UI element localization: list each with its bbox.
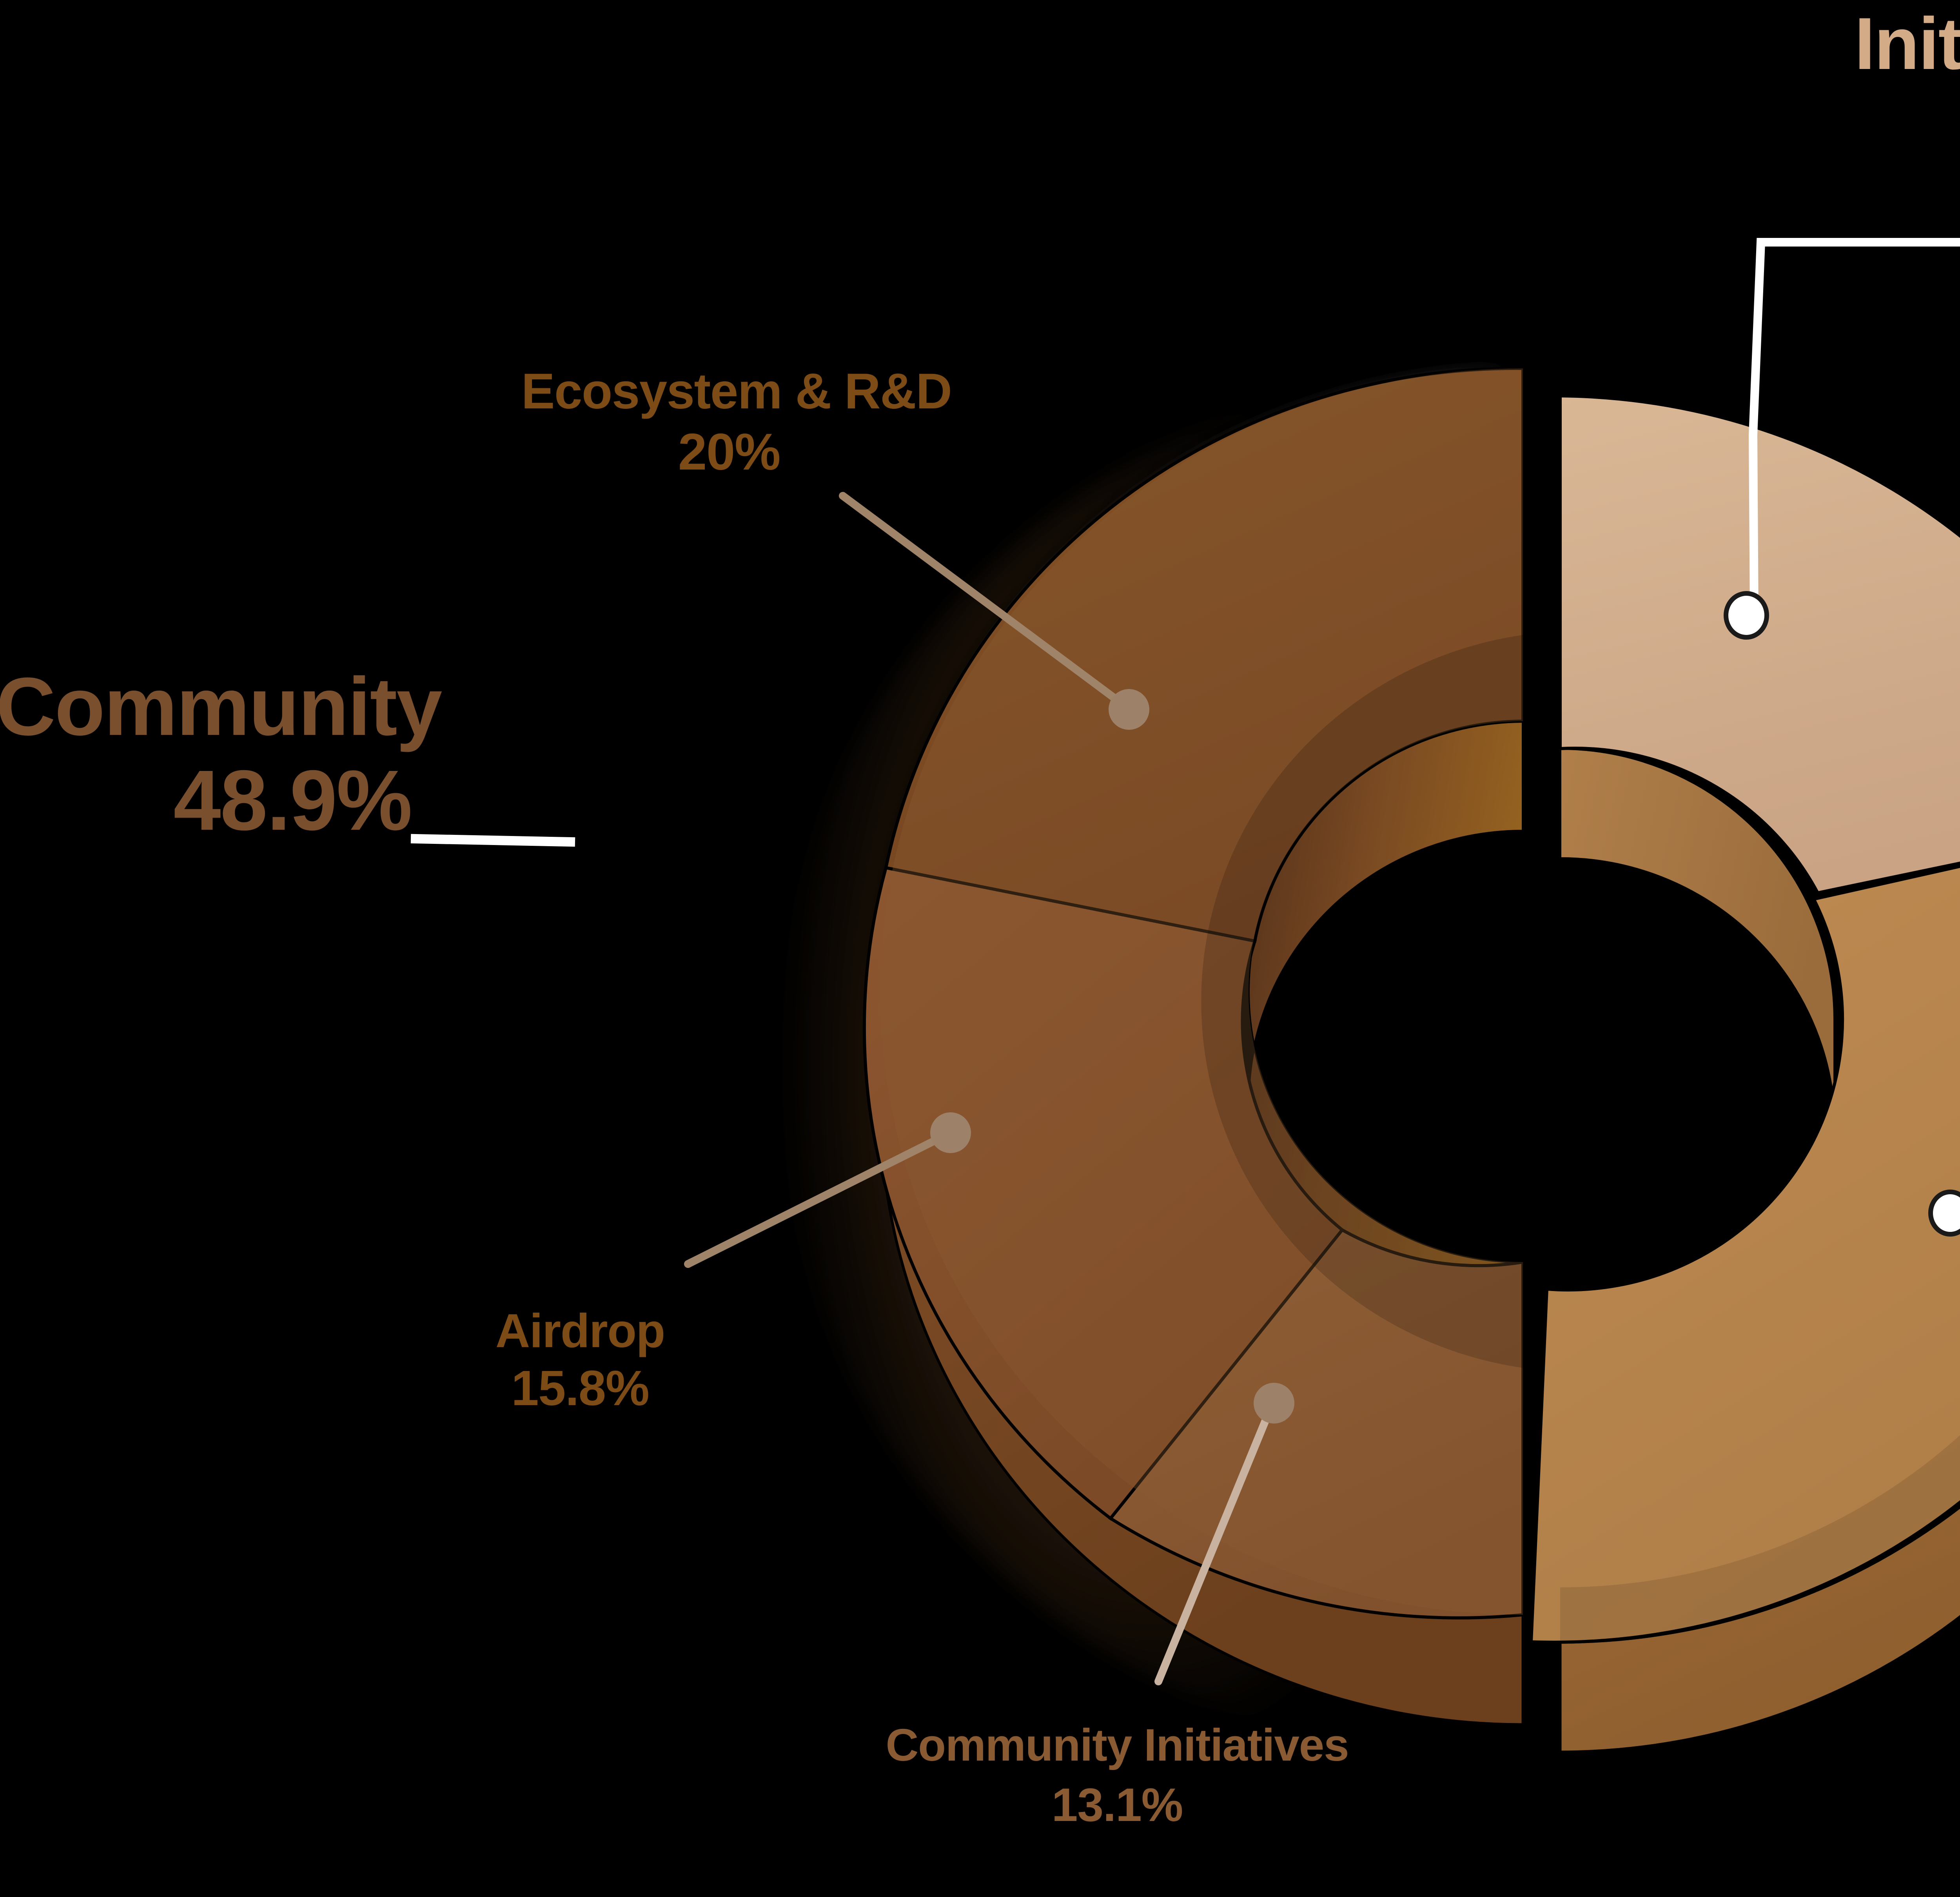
community-inner-shading xyxy=(1201,635,1523,1368)
investors-shading xyxy=(1560,1435,1960,1642)
label-name-ecosystem-rnd: Ecosystem & R&D xyxy=(521,363,952,419)
label-initial-core-contributors: Initial Core Contributors 16.8% xyxy=(1855,4,1960,170)
community-overlay-sheen xyxy=(880,368,1523,1615)
slice-ecosystem-rnd[interactable] xyxy=(884,366,1524,943)
label-name-airdrop: Airdrop xyxy=(495,1304,665,1357)
label-pct-community-initiatives: 13.1% xyxy=(1051,1779,1183,1832)
label-airdrop: Airdrop 15.8% xyxy=(443,1305,717,1415)
donut-right-group xyxy=(1529,394,1960,1754)
marker-dot-community-initiatives xyxy=(1254,1383,1294,1424)
marker-dot-ecosystem-rnd xyxy=(1109,689,1149,730)
label-community-initiatives: Community Initiatives 13.1% xyxy=(776,1719,1458,1832)
leader-line-airdrop xyxy=(684,1135,943,1268)
label-ecosystem-rnd: Ecosystem & R&D 20% xyxy=(521,363,952,481)
label-pct-airdrop: 15.8% xyxy=(511,1360,649,1416)
slice-investors[interactable] xyxy=(1529,821,1960,1644)
slice-airdrop[interactable] xyxy=(862,866,1345,1521)
leader-line-community xyxy=(410,834,575,847)
leader-line-ecosystem-rnd xyxy=(839,492,1123,705)
community-drop-shadow xyxy=(775,368,1523,1761)
slice-initial-core-contributors[interactable] xyxy=(1559,394,1960,895)
label-pct-ecosystem-rnd: 20% xyxy=(678,423,781,481)
label-name-community: Community xyxy=(0,660,442,753)
slice-community-initiatives[interactable] xyxy=(1108,1228,1524,1620)
donut-community-group xyxy=(775,366,1524,1761)
label-pct-community: 48.9% xyxy=(173,753,412,848)
investors-outer-wall xyxy=(1559,1505,1960,1754)
marker-dot-investors xyxy=(1928,1190,1960,1237)
marker-dot-initial-core-contributors xyxy=(1724,591,1769,640)
marker-dot-airdrop xyxy=(930,1112,971,1153)
label-pct-initial-core-contributors: 16.8% xyxy=(1855,87,1960,170)
callout-layer xyxy=(410,238,1960,1685)
leader-line-community-initiatives xyxy=(1154,1415,1270,1685)
label-name-community-initiatives: Community Initiatives xyxy=(886,1719,1349,1770)
label-name-initial-core-contributors: Initial Core Contributors xyxy=(1854,2,1960,85)
leader-line-initial-core-contributors xyxy=(1748,238,1960,620)
label-community: Community 48.9% xyxy=(0,660,442,848)
